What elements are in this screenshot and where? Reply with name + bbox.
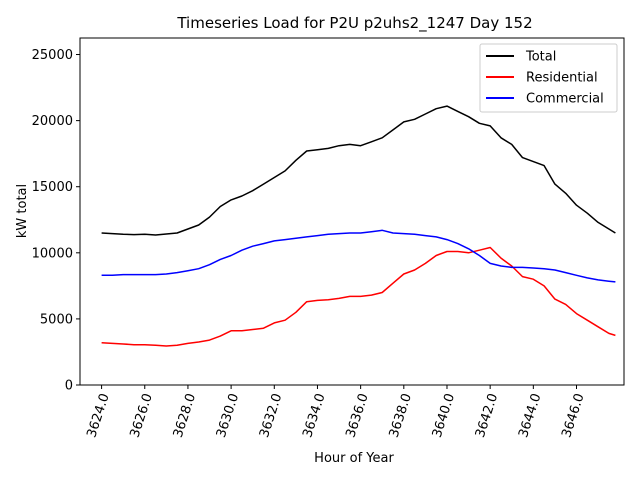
y-tick-label: 0 <box>65 379 73 394</box>
legend-label-commercial: Commercial <box>526 92 604 107</box>
legend-label-total: Total <box>525 50 556 65</box>
legend-label-residential: Residential <box>526 71 598 86</box>
series-line-commercial <box>101 229 616 283</box>
series-line-total <box>101 105 616 236</box>
y-tick-label: 25000 <box>32 48 73 63</box>
series-lines <box>101 105 616 347</box>
y-tick-label: 15000 <box>32 180 73 195</box>
y-tick-label: 20000 <box>32 114 73 129</box>
series-line-residential <box>101 246 616 347</box>
x-axis-label: Hour of Year <box>314 451 394 466</box>
y-tick-label: 5000 <box>40 312 73 327</box>
y-axis-label: kW total <box>15 184 30 238</box>
legend: Total Residential Commercial <box>479 43 618 113</box>
y-tick-label: 10000 <box>32 246 73 261</box>
legend-box <box>479 43 618 113</box>
chart-title: Timeseries Load for P2U p2uhs2_1247 Day … <box>176 14 532 33</box>
y-axis: 0 5000 10000 15000 20000 25000 <box>32 48 80 394</box>
